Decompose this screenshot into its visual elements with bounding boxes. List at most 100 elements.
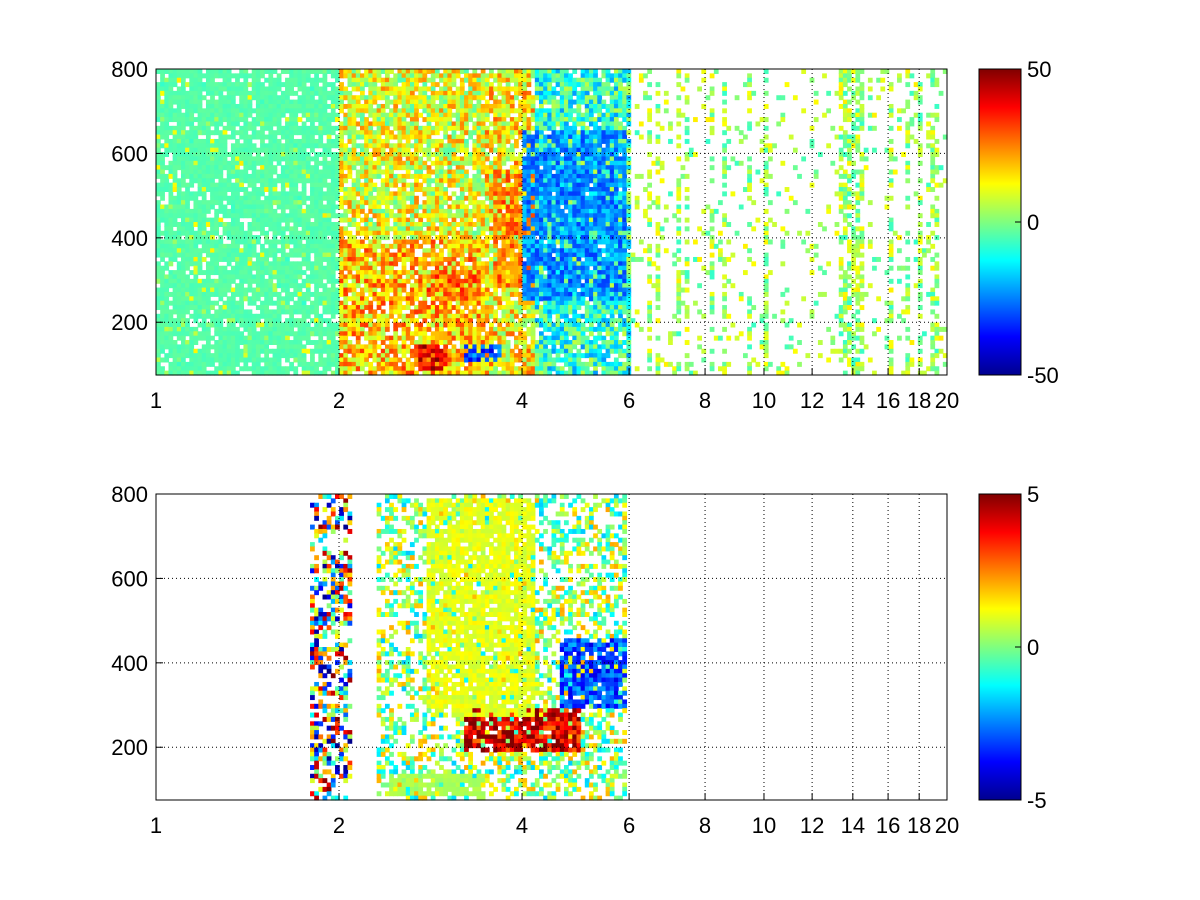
heatmap-cell — [472, 256, 478, 262]
heatmap-cell — [422, 261, 428, 267]
heatmap-cell — [368, 160, 374, 166]
heatmap-cell — [384, 130, 390, 136]
heatmap-cell — [476, 261, 482, 267]
heatmap-cell — [455, 200, 461, 206]
heatmap-cell — [359, 160, 365, 166]
heatmap-cell — [359, 108, 365, 114]
heatmap-cell — [401, 318, 407, 324]
heatmap-cell — [310, 121, 315, 127]
heatmap-cell — [380, 121, 386, 127]
heatmap-cell — [414, 112, 419, 118]
heatmap-cell — [368, 283, 374, 289]
heatmap-cell — [414, 165, 419, 171]
heatmap-cell — [185, 112, 190, 118]
heatmap-cell — [239, 305, 245, 311]
heatmap-cell — [355, 230, 361, 236]
heatmap-cell — [197, 222, 203, 227]
heatmap-cell — [201, 357, 207, 363]
heatmap-cell — [160, 366, 165, 372]
heatmap-cell — [280, 270, 286, 276]
heatmap-cell — [372, 121, 378, 127]
heatmap-cell — [310, 90, 315, 96]
heatmap-cell — [272, 313, 278, 319]
heatmap-cell — [426, 217, 432, 223]
heatmap-cell — [480, 178, 486, 184]
heatmap-cell — [305, 370, 311, 376]
heatmap-cell — [364, 69, 369, 74]
heatmap-cell — [476, 208, 482, 214]
heatmap-cell — [222, 274, 228, 280]
heatmap-cell — [172, 357, 178, 363]
heatmap-cell — [289, 361, 294, 367]
heatmap-cell — [393, 86, 399, 92]
heatmap-cell — [235, 103, 240, 109]
heatmap-cell — [489, 305, 494, 311]
heatmap-cell — [293, 169, 299, 175]
heatmap-cell — [314, 243, 319, 249]
heatmap-cell — [305, 112, 311, 118]
heatmap-cell — [255, 134, 261, 140]
heatmap-cell — [405, 182, 411, 188]
heatmap-cell — [451, 222, 457, 227]
heatmap-cell — [447, 121, 453, 127]
heatmap-cell — [384, 226, 390, 232]
heatmap-cell — [484, 213, 490, 219]
heatmap-cell — [289, 173, 294, 179]
heatmap-cell — [422, 77, 428, 83]
heatmap-cell — [422, 103, 428, 109]
heatmap-cell — [235, 200, 240, 206]
heatmap-cell — [264, 248, 269, 254]
heatmap-cell — [405, 208, 411, 214]
heatmap-cell — [272, 147, 278, 153]
heatmap-cell — [405, 134, 411, 140]
heatmap-cell — [297, 353, 303, 359]
heatmap-cell — [189, 213, 195, 219]
heatmap-cell — [372, 226, 378, 232]
heatmap-cell — [322, 169, 328, 175]
heatmap-cell — [359, 217, 365, 223]
heatmap-cell — [214, 143, 220, 149]
heatmap-cell — [176, 143, 182, 149]
heatmap-cell — [368, 239, 374, 245]
heatmap-cell — [272, 291, 278, 297]
heatmap-cell — [422, 278, 428, 284]
heatmap-cell — [297, 213, 303, 219]
heatmap-cell — [451, 243, 457, 249]
heatmap-cell — [322, 156, 328, 162]
heatmap-cell — [239, 256, 245, 262]
heatmap-cell — [480, 103, 486, 109]
heatmap-cell — [376, 235, 382, 241]
heatmap-cell — [243, 187, 249, 192]
heatmap-cell — [210, 160, 215, 166]
heatmap-cell — [235, 182, 240, 188]
heatmap-cell — [472, 112, 478, 118]
heatmap-cell — [222, 226, 228, 232]
heatmap-cell — [218, 270, 224, 276]
heatmap-cell — [280, 243, 286, 249]
heatmap-cell — [497, 187, 503, 192]
heatmap-cell — [484, 82, 490, 88]
heatmap-cell — [472, 331, 478, 337]
heatmap-cell — [393, 305, 399, 311]
heatmap-cell — [376, 169, 382, 175]
heatmap-cell — [343, 173, 349, 179]
heatmap-cell — [351, 300, 357, 306]
heatmap-cell — [193, 103, 199, 109]
heatmap-cell — [160, 283, 165, 289]
heatmap-cell — [193, 230, 199, 236]
heatmap-cell — [260, 160, 265, 166]
heatmap-cell — [339, 200, 344, 206]
heatmap-cell — [472, 138, 478, 144]
heatmap-cell — [480, 239, 486, 245]
heatmap-cell — [189, 208, 195, 214]
heatmap-cell — [168, 256, 174, 262]
heatmap-cell — [172, 73, 178, 79]
heatmap-cell — [359, 331, 365, 337]
heatmap-cell — [289, 305, 294, 311]
heatmap-cell — [276, 278, 282, 284]
heatmap-cell — [264, 222, 269, 227]
heatmap-cell — [201, 226, 207, 232]
heatmap-cell — [301, 348, 307, 354]
heatmap-cell — [401, 165, 407, 171]
heatmap-cell — [489, 143, 494, 149]
